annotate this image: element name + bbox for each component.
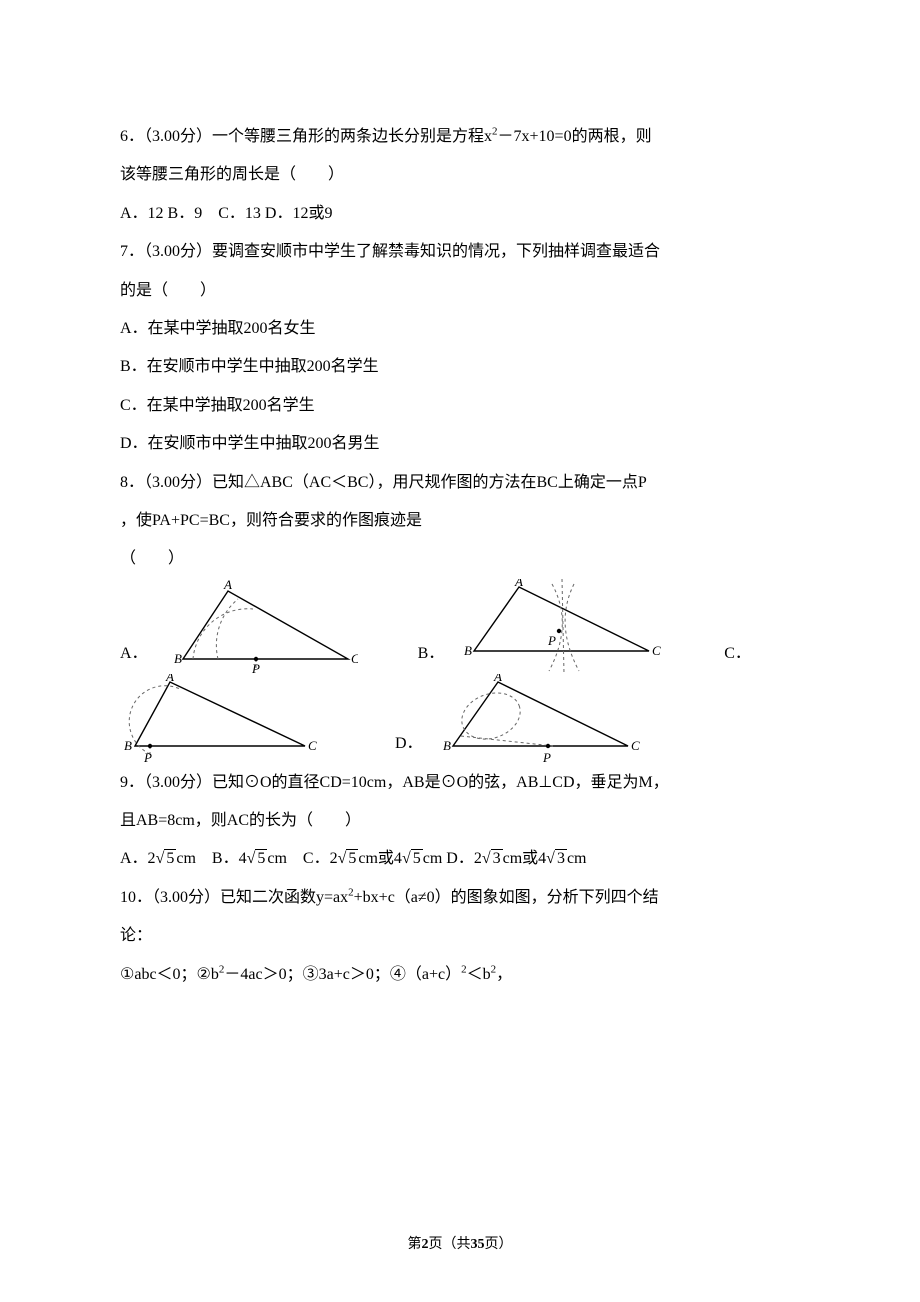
footer-total: 35: [471, 1237, 485, 1252]
vA3: A: [165, 674, 174, 684]
vC4: C: [631, 738, 640, 753]
q8-figure-d: A B C P: [433, 674, 643, 764]
page-footer: 第2页（共35页）: [0, 1228, 920, 1262]
q8-line2: ，使PA+PC=BC，则符合要求的作图痕迹是: [120, 502, 800, 540]
q7-line1: 7．（3.00分）要调查安顺市中学生了解禁毒知识的情况，下列抽样调查最适合: [120, 233, 800, 271]
q8-label-a: A．: [120, 635, 148, 673]
q8-figure-row-1: A． A B C P B．: [120, 579, 800, 674]
q7-options: A．在某中学抽取200名女生 B．在安顺市中学生中抽取200名学生 C．在某中学…: [120, 310, 800, 464]
q9d3: cm: [567, 850, 587, 867]
q9a: A．2: [120, 850, 156, 867]
sqrt-icon: √5: [402, 850, 423, 867]
q8-paren: （ ）: [120, 540, 800, 578]
q7-line2: 的是（ ）: [120, 272, 800, 310]
vA: A: [223, 579, 232, 592]
sqrt-icon: √3: [546, 850, 567, 867]
q10a: 10．（3.00分）已知二次函数y=ax: [120, 889, 348, 906]
q6-line2: 该等腰三角形的周长是（ ）: [120, 156, 800, 194]
sqrt-icon: √5: [247, 850, 268, 867]
document-page: 6．（3.00分）一个等腰三角形的两条边长分别是方程x 2 －7x+10=0的两根，…: [0, 0, 920, 1302]
footer-a: 第: [408, 1237, 422, 1252]
vP: P: [251, 661, 260, 674]
vP4: P: [542, 750, 551, 764]
sqrt-icon: √5: [338, 850, 359, 867]
q10-line2: 论：: [120, 917, 800, 955]
q8-line1: 8．（3.00分）已知△ABC（AC＜BC），用尺规作图的方法在BC上确定一点P: [120, 464, 800, 502]
q6-text-a: 6．（3.00分）一个等腰三角形的两条边长分别是方程x: [120, 128, 492, 145]
q10c1: ①abc＜0；②b: [120, 966, 219, 983]
vB3: B: [124, 738, 132, 753]
q6-line1: 6．（3.00分）一个等腰三角形的两条边长分别是方程x2－7x+10=0的两根，…: [120, 118, 800, 156]
q6-text-b: －7x+10=0的两根，则: [498, 128, 652, 145]
vC: C: [351, 651, 358, 666]
q10c4: ，: [496, 966, 512, 983]
q10b: +bx+c（a≠0）的图象如图，分析下列四个结: [354, 889, 659, 906]
q10-conclusions: ①abc＜0；②b2－4ac＞0；③3a+c＞0；④（a+c）2＜b2，: [120, 956, 800, 994]
q10c2: －4ac＞0；③3a+c＞0；④（a+c）: [224, 966, 461, 983]
footer-page: 2: [422, 1237, 429, 1252]
vA2: A: [514, 579, 523, 589]
footer-b: 页（共: [429, 1237, 471, 1252]
q8-figure-c: A B C P: [120, 674, 320, 764]
q7-opt-b: B．在安顺市中学生中抽取200名学生: [120, 348, 800, 386]
q8-label-c: C．: [724, 635, 751, 673]
q10c3: ＜b: [467, 966, 491, 983]
footer-c: 页）: [485, 1237, 513, 1252]
q8-figure-a: A B C P: [158, 579, 358, 674]
q9b: cm B．4: [176, 850, 246, 867]
q7-opt-d: D．在安顺市中学生中抽取200名男生: [120, 425, 800, 463]
vC2: C: [652, 643, 661, 658]
q9d1: cm D．2: [423, 850, 482, 867]
sqrt-icon: √3: [482, 850, 503, 867]
vP3: P: [143, 750, 152, 764]
q8-figure-b: A B C P: [454, 579, 664, 674]
q8-figure-row-2: A B C P D． A B C P: [120, 674, 800, 764]
vB2: B: [464, 643, 472, 658]
q6-options: A．12 B．9 C．13 D．12或9: [120, 195, 800, 233]
q8-label-b: B．: [418, 635, 445, 673]
q9d2: cm或4: [503, 850, 547, 867]
q7-opt-a: A．在某中学抽取200名女生: [120, 310, 800, 348]
vP2: P: [547, 633, 556, 648]
q8-label-d: D．: [395, 725, 423, 763]
q7-opt-c: C．在某中学抽取200名学生: [120, 387, 800, 425]
vB4: B: [443, 738, 451, 753]
sqrt-icon: √5: [156, 850, 177, 867]
q9c2: cm或4: [358, 850, 402, 867]
vB: B: [174, 651, 182, 666]
q9-line1: 9．（3.00分）已知⊙O的直径CD=10cm，AB是⊙O的弦，AB⊥CD，垂足…: [120, 764, 800, 802]
q10-line1: 10．（3.00分）已知二次函数y=ax2+bx+c（a≠0）的图象如图，分析下…: [120, 879, 800, 917]
q9-line2: 且AB=8cm，则AC的长为（ ）: [120, 802, 800, 840]
q9-options: A．2√5cm B．4√5cm C．2√5cm或4√5cm D．2√3cm或4√…: [120, 840, 800, 878]
vA4: A: [493, 674, 502, 684]
q9c1: cm C．2: [267, 850, 337, 867]
vC3: C: [308, 738, 317, 753]
